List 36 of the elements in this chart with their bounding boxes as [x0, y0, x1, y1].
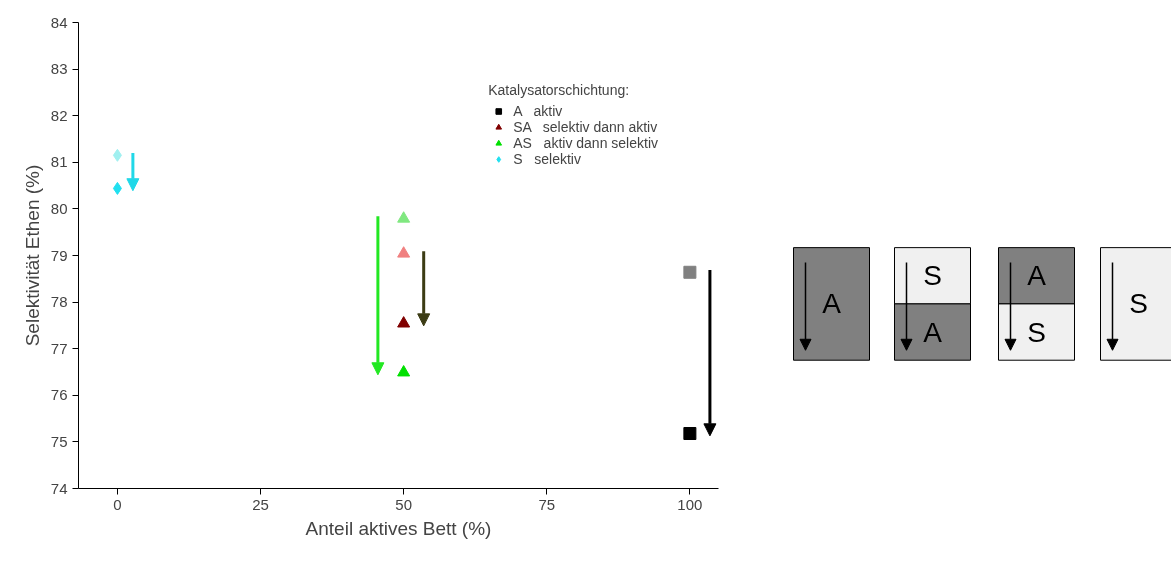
y-tick-label: 80 — [50, 199, 68, 217]
point — [112, 181, 122, 195]
text: S — [923, 260, 942, 292]
point — [683, 265, 697, 279]
legend-title: Katalysatorschichtung: — [488, 82, 631, 98]
y-tick-label: 79 — [50, 246, 68, 264]
legend-label: AS aktiv dann selektiv — [513, 135, 658, 151]
y-tick-label: 82 — [50, 106, 68, 124]
y-tick-label: 76 — [50, 386, 68, 404]
point — [397, 316, 411, 328]
x-axis-title: Anteil aktives Bett (%) — [305, 517, 492, 539]
x-tick-label: 100 — [677, 495, 703, 513]
text: S — [1129, 288, 1148, 320]
x-tick-label: 0 — [113, 495, 122, 513]
x-tick-label: 25 — [252, 495, 269, 513]
y-tick-label: 77 — [50, 339, 68, 357]
point — [397, 365, 411, 377]
x-tick-label: 75 — [538, 495, 556, 513]
y-tick-label: 84 — [50, 13, 68, 31]
text: A — [923, 316, 943, 348]
y-tick-label: 78 — [50, 293, 68, 311]
legend-label: S selektiv — [513, 151, 581, 167]
y-tick-label: 81 — [50, 153, 68, 171]
text: A — [822, 288, 842, 320]
text: S — [1027, 316, 1046, 348]
point — [397, 246, 411, 258]
x-tick-label: 50 — [395, 495, 412, 513]
legend-label: A aktiv — [513, 103, 563, 119]
legend-label: SA selektiv dann aktiv — [513, 119, 658, 135]
y-axis-title: Selektivität Ethen (%) — [21, 164, 43, 347]
y-tick-label: 74 — [50, 479, 68, 497]
text: A — [1027, 260, 1047, 292]
point — [112, 148, 122, 162]
point — [397, 211, 411, 223]
y-tick-label: 83 — [50, 60, 68, 78]
y-tick-label: 75 — [50, 432, 68, 450]
